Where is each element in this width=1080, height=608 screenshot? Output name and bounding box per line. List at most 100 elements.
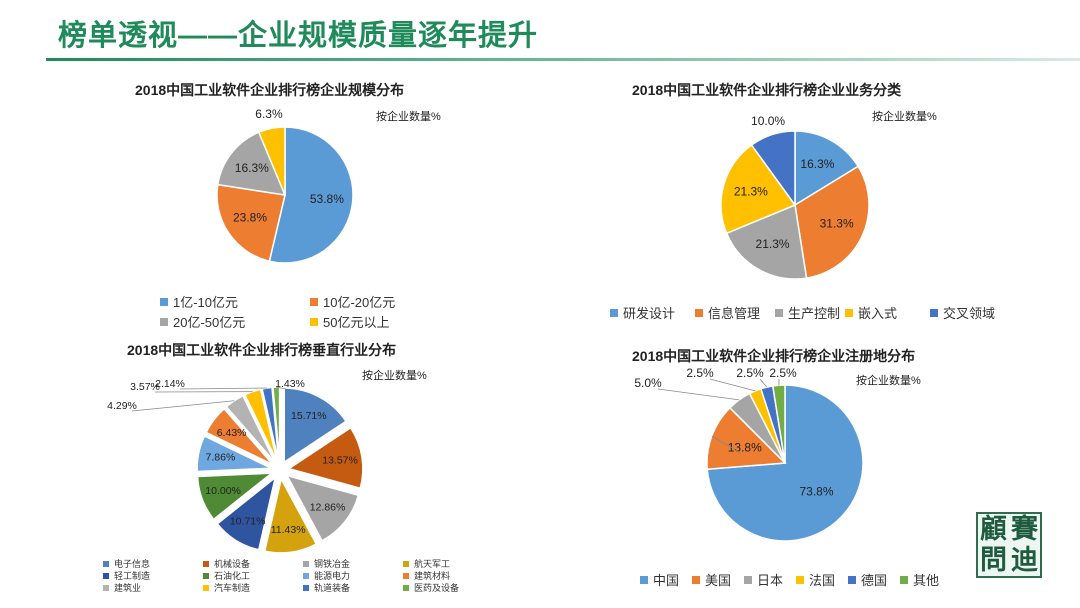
pie-slice-10亿-20亿元	[216, 183, 286, 263]
legend-item: 医药及设备	[403, 581, 459, 594]
legend-item: 研发设计	[610, 303, 675, 322]
legend-item: 交叉领域	[930, 303, 995, 322]
title-divider	[46, 58, 1080, 61]
legend-item: 建筑材料	[403, 569, 450, 582]
data-label: 13.57%	[322, 454, 358, 466]
legend-swatch	[303, 584, 309, 591]
pie-slice-建筑材料	[205, 407, 274, 466]
pie-slice-1亿-10亿元	[268, 126, 354, 264]
data-label: 15.71%	[291, 410, 327, 422]
legend-swatch	[796, 575, 804, 584]
legend-swatch	[695, 308, 703, 317]
pie-slice-信息管理	[794, 165, 870, 279]
pie-slice-轨道装备	[261, 386, 280, 462]
legend-swatch	[203, 572, 209, 579]
data-label: 53.8%	[310, 192, 344, 206]
chart3-pie: 15.71% 13.57% 12.86% 11.43% 10.71% 10.00% 7.86…	[107, 378, 364, 554]
pie-slice-医药及设备	[272, 386, 281, 462]
legend-swatch	[845, 308, 853, 317]
data-label: 13.8%	[728, 440, 762, 454]
pie-slice-50亿元以上	[257, 126, 286, 196]
legend-item: 信息管理	[695, 303, 760, 322]
pie-slice-嵌入式	[720, 144, 797, 235]
legend-swatch	[610, 308, 618, 317]
legend-label: 建筑业	[114, 583, 142, 593]
data-label: 23.8%	[233, 211, 267, 225]
legend-item: 轻工制造	[103, 569, 150, 582]
chart2-pie: 16.3% 31.3% 21.3% 21.3% 10.0%	[720, 114, 870, 280]
legend-label: 交叉领域	[943, 306, 996, 321]
legend-swatch	[775, 308, 783, 317]
data-label: 16.3%	[800, 157, 834, 171]
legend-item: 其他	[900, 570, 939, 589]
pie-slice-轻工制造	[216, 475, 277, 551]
chart2-title: 2018中国工业软件企业排行榜企业业务分类	[632, 82, 902, 98]
legend-label: 轨道装备	[314, 583, 351, 593]
logo-char: 賽	[1011, 514, 1038, 545]
legend-item: 电子信息	[103, 557, 150, 570]
legend-swatch	[900, 575, 908, 584]
data-label: 4.29%	[107, 400, 137, 412]
data-label: 2.14%	[155, 378, 185, 390]
legend-label: 生产控制	[788, 306, 841, 321]
data-label: 5.0%	[634, 376, 662, 390]
legend-label: 信息管理	[708, 306, 761, 321]
legend-label: 汽车制造	[214, 583, 251, 593]
pie-slice-钢铁冶金	[285, 474, 360, 542]
legend-swatch	[692, 575, 700, 584]
legend-label: 20亿-50亿元	[173, 315, 246, 330]
legend-item: 机械设备	[203, 557, 250, 570]
legend-label: 医药及设备	[414, 583, 460, 593]
data-label: 12.86%	[310, 502, 346, 514]
data-label: 6.3%	[255, 107, 283, 121]
pie-slice-电子信息	[283, 387, 348, 464]
pie-slice-能源电力	[196, 435, 272, 473]
chart4-note: 按企业数量%	[856, 375, 921, 387]
legend-item: 建筑业	[103, 581, 141, 594]
logo-char: 問	[980, 545, 1007, 576]
legend-item: 汽车制造	[203, 581, 250, 594]
leader-line	[179, 387, 268, 390]
chart3-note: 按企业数量%	[362, 370, 427, 382]
chart4-legend: 中国 美国 日本 法国 德国 其他	[640, 570, 960, 590]
data-label: 2.5%	[736, 366, 764, 380]
legend-item: 50亿元以上	[310, 312, 389, 331]
legend-label: 美国	[705, 573, 732, 588]
legend-item: 日本	[744, 570, 783, 589]
legend-item: 20亿-50亿元	[160, 312, 245, 331]
chart1-legend: 1亿-10亿元 10亿-20亿元 20亿-50亿元 50亿元以上	[160, 292, 460, 332]
legend-item: 美国	[692, 570, 731, 589]
data-label: 2.5%	[686, 366, 714, 380]
chart4-title: 2018中国工业软件企业排行榜企业注册地分布	[632, 348, 916, 364]
chart1-pie: 53.8% 23.8% 16.3% 6.3%	[216, 107, 354, 264]
legend-item: 1亿-10亿元	[160, 292, 238, 311]
leader-line	[657, 388, 740, 401]
legend-item: 嵌入式	[845, 303, 897, 322]
legend-swatch	[103, 584, 109, 591]
legend-swatch	[310, 317, 318, 326]
legend-swatch	[930, 308, 938, 317]
legend-label: 能源电力	[314, 571, 351, 581]
legend-swatch	[103, 572, 109, 579]
data-label: 11.43%	[271, 524, 306, 536]
brand-logo: 顧 賽 問 迪	[976, 512, 1042, 578]
legend-label: 其他	[913, 573, 940, 588]
legend-item: 10亿-20亿元	[310, 292, 395, 311]
legend-label: 石油化工	[214, 571, 251, 581]
legend-swatch	[403, 584, 409, 591]
legend-label: 钢铁冶金	[314, 559, 351, 569]
page-title: 榜单透视——企业规模质量逐年提升	[58, 20, 539, 52]
legend-swatch	[640, 575, 648, 584]
legend-label: 机械设备	[214, 559, 251, 569]
data-label: 1.43%	[275, 378, 305, 390]
pie-slice-汽车制造	[243, 388, 278, 462]
legend-label: 航天军工	[414, 559, 451, 569]
legend-item: 石油化工	[203, 569, 250, 582]
legend-label: 中国	[653, 573, 680, 588]
legend-label: 10亿-20亿元	[323, 295, 396, 310]
legend-label: 建筑材料	[414, 571, 451, 581]
data-label: 21.3%	[756, 237, 790, 251]
data-label: 7.86%	[206, 452, 236, 464]
leader-line	[759, 378, 768, 388]
legend-item: 航天军工	[403, 557, 450, 570]
